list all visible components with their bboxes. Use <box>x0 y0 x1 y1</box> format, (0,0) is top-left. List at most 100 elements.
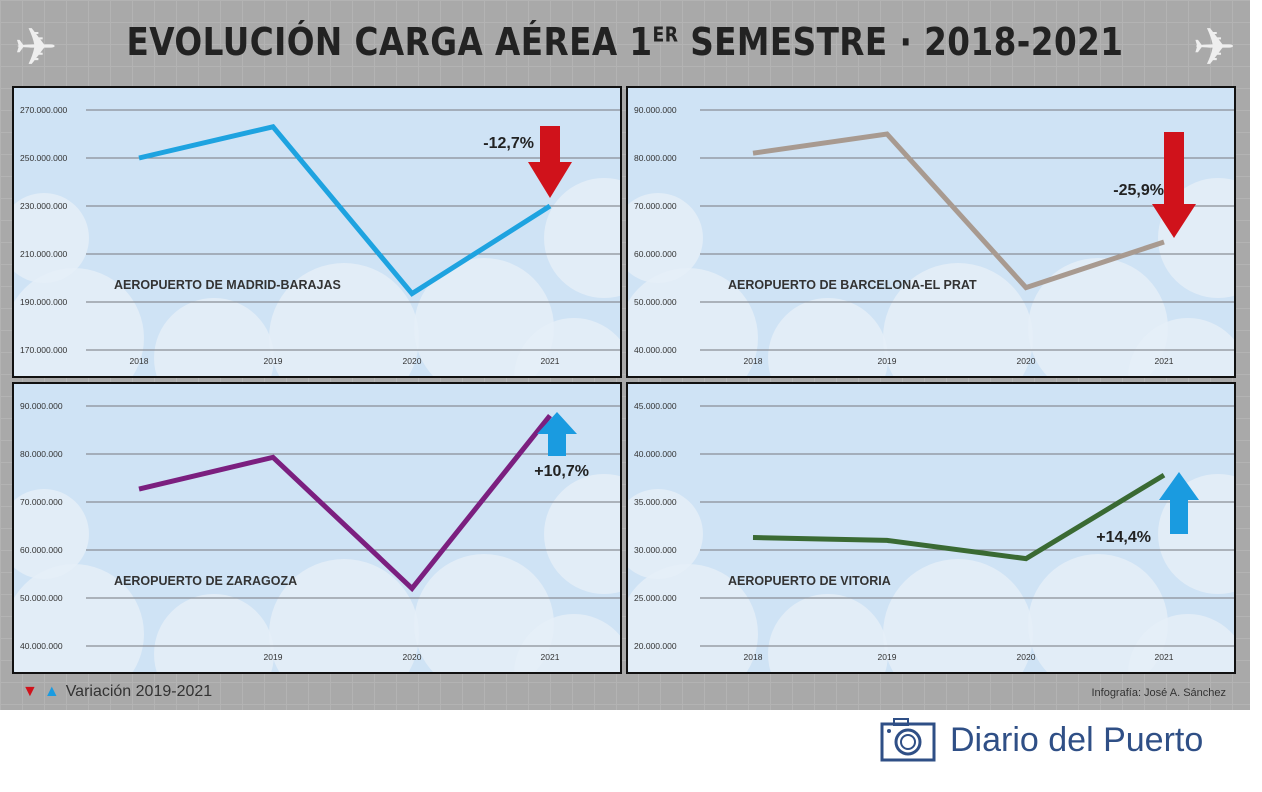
cloud <box>883 559 1033 672</box>
panel-vitoria: 20.000.000 25.000.000 30.000.000 35.000.000… <box>626 382 1236 674</box>
series-line <box>138 414 552 593</box>
y-tick-label: 40.000.000 <box>20 641 63 651</box>
x-tick-label: 2019 <box>878 652 897 662</box>
down-arrow-icon: ▼ <box>22 683 38 700</box>
cloud <box>1028 258 1168 376</box>
y-tick-label: 70.000.000 <box>634 201 677 211</box>
brand: Diario del Puerto <box>880 718 1203 762</box>
cloud <box>544 474 620 594</box>
variation-label: -25,9% <box>1113 182 1164 199</box>
cloud <box>1128 318 1234 376</box>
cloud <box>628 268 758 376</box>
cloud <box>269 559 419 672</box>
airport-label: AEROPUERTO DE ZARAGOZA <box>114 574 297 588</box>
cloud <box>514 318 620 376</box>
x-tick-label: 2019 <box>878 356 897 366</box>
cloud <box>628 564 758 672</box>
y-tick-label: 70.000.000 <box>20 497 63 507</box>
cloud <box>544 178 620 298</box>
cloud <box>14 489 89 579</box>
cloud <box>269 263 419 376</box>
brand-name: Diario del Puerto <box>950 720 1204 759</box>
y-tick-label: 50.000.000 <box>20 593 63 603</box>
cloud <box>883 263 1033 376</box>
cloud <box>514 614 620 672</box>
line-chart: 40.000.000 50.000.000 60.000.000 70.000.000… <box>14 401 620 672</box>
airplane-icon: ✈ <box>14 19 58 77</box>
y-tick-label: 45.000.000 <box>634 401 677 411</box>
y-tick-label: 25.000.000 <box>634 593 677 603</box>
x-tick-label: 2020 <box>1017 356 1036 366</box>
airplane-icon: ✈ <box>1192 19 1236 77</box>
x-tick-label: 2021 <box>1155 356 1174 366</box>
title-main: EVOLUCIÓN CARGA AÉREA 1 <box>126 20 653 64</box>
series-line <box>752 472 1166 562</box>
up-arrow-icon: ▲ <box>43 683 60 700</box>
airport-label: AEROPUERTO DE VITORIA <box>728 574 891 588</box>
y-tick-label: 30.000.000 <box>634 545 677 555</box>
y-tick-label: 230.000.000 <box>20 201 68 211</box>
airport-label: AEROPUERTO DE BARCELONA-EL PRAT <box>728 278 977 292</box>
title-sup: ER <box>652 22 679 47</box>
cloud <box>628 193 703 283</box>
cloud <box>768 594 888 672</box>
airport-label: AEROPUERTO DE MADRID-BARAJAS <box>114 278 341 292</box>
variation-label: -12,7% <box>483 135 534 152</box>
y-tick-label: 40.000.000 <box>634 449 677 459</box>
page-title: EVOLUCIÓN CARGA AÉREA 1ER SEMESTRE · 201… <box>88 20 1163 64</box>
x-tick-label: 2021 <box>1155 652 1174 662</box>
y-tick-label: 250.000.000 <box>20 153 68 163</box>
cloud <box>154 298 274 376</box>
x-tick-label: 2019 <box>264 652 283 662</box>
x-tick-label: 2020 <box>403 356 422 366</box>
cloud <box>1028 554 1168 672</box>
x-tick-label: 2019 <box>264 356 283 366</box>
x-tick-label: 2021 <box>541 652 560 662</box>
y-tick-label: 90.000.000 <box>634 105 677 115</box>
y-tick-label: 90.000.000 <box>20 401 63 411</box>
series-line <box>138 124 552 297</box>
cloud <box>768 298 888 376</box>
x-tick-label: 2020 <box>403 652 422 662</box>
cloud <box>628 489 703 579</box>
variation-label: +10,7% <box>534 463 589 480</box>
up-arrow-icon <box>537 412 577 456</box>
infographic: ✈ ✈ EVOLUCIÓN CARGA AÉREA 1ER SEMESTRE ·… <box>0 0 1250 710</box>
y-tick-label: 60.000.000 <box>20 545 63 555</box>
y-tick-label: 190.000.000 <box>20 297 68 307</box>
cloud <box>414 554 554 672</box>
cloud <box>14 193 89 283</box>
y-tick-label: 80.000.000 <box>634 153 677 163</box>
x-tick-label: 2021 <box>541 356 560 366</box>
cloud <box>14 564 144 672</box>
panel-zaragoza: 40.000.000 50.000.000 60.000.000 70.000.000… <box>12 382 622 674</box>
cloud <box>1128 614 1234 672</box>
down-arrow-icon <box>1152 132 1196 238</box>
panel-madrid: 170.000.000 190.000.000 210.000.000 230.000… <box>12 86 622 378</box>
line-chart: 170.000.000 190.000.000 210.000.000 230.000… <box>14 105 620 376</box>
cloud <box>154 594 274 672</box>
y-tick-label: 210.000.000 <box>20 249 68 259</box>
variation-label: +14,4% <box>1096 529 1151 546</box>
x-tick-label: 2018 <box>744 652 763 662</box>
series-line <box>752 131 1165 291</box>
title-rest: SEMESTRE · 2018-2021 <box>678 20 1124 64</box>
x-tick-label: 2020 <box>1017 652 1036 662</box>
credit: Infografía: José A. Sánchez <box>1091 687 1226 699</box>
line-chart: 20.000.000 25.000.000 30.000.000 35.000.000… <box>628 401 1234 672</box>
y-tick-label: 60.000.000 <box>634 249 677 259</box>
y-tick-label: 35.000.000 <box>634 497 677 507</box>
down-arrow-icon <box>528 126 572 198</box>
y-tick-label: 40.000.000 <box>634 345 677 355</box>
x-tick-label: 2018 <box>130 356 149 366</box>
up-arrow-icon <box>1159 472 1199 534</box>
y-tick-label: 80.000.000 <box>20 449 63 459</box>
legend-label: Variación 2019-2021 <box>65 683 213 700</box>
camera-icon <box>880 718 936 762</box>
x-tick-label: 2018 <box>744 356 763 366</box>
y-tick-label: 20.000.000 <box>634 641 677 651</box>
cloud <box>414 258 554 376</box>
line-chart: 40.000.000 50.000.000 60.000.000 70.000.000… <box>628 105 1234 376</box>
y-tick-label: 170.000.000 <box>20 345 68 355</box>
panel-barcelona: 40.000.000 50.000.000 60.000.000 70.000.000… <box>626 86 1236 378</box>
